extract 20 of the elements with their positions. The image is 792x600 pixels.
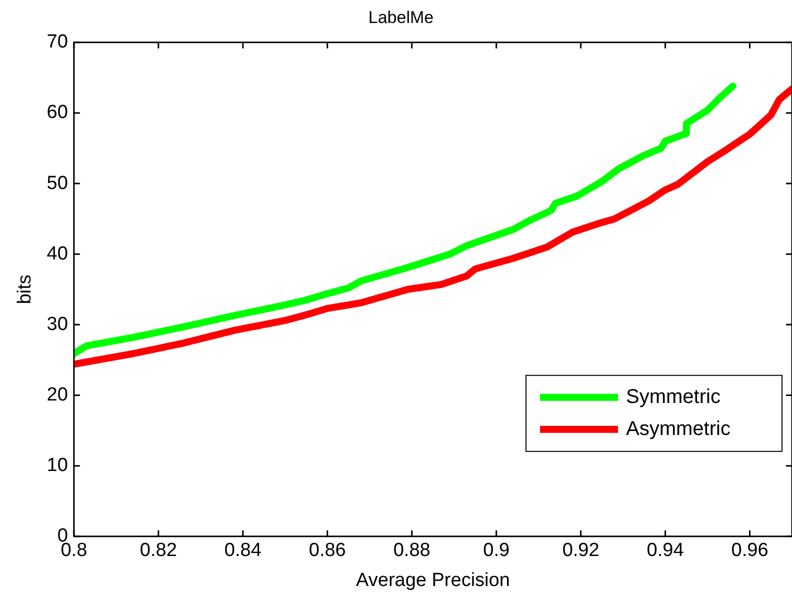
x-tick-label: 0.82 <box>140 540 177 562</box>
x-tick-label: 0.92 <box>562 540 600 562</box>
x-tick-label: 0.84 <box>224 540 262 562</box>
x-tick-label: 0.86 <box>308 540 346 562</box>
x-tick-label: 0.96 <box>731 540 768 562</box>
y-tick-label: 50 <box>46 172 68 194</box>
y-tick-label: 70 <box>46 32 68 53</box>
x-tick-label: 0.9 <box>483 540 510 562</box>
y-tick-label: 20 <box>46 384 68 406</box>
legend-label: Symmetric <box>626 386 720 408</box>
x-tick-label: 0.94 <box>646 540 684 562</box>
y-tick-label: 60 <box>46 102 68 124</box>
x-axis-title: Average Precision <box>356 570 510 591</box>
y-tick-label: 10 <box>46 455 68 476</box>
y-tick-label: 30 <box>46 314 68 335</box>
y-tick-label: 40 <box>46 243 68 264</box>
chart-title: LabelMe <box>368 8 434 27</box>
y-axis-title: bits <box>14 274 36 304</box>
legend-label: Asymmetric <box>626 418 730 440</box>
x-tick-label: 0.88 <box>393 540 430 562</box>
